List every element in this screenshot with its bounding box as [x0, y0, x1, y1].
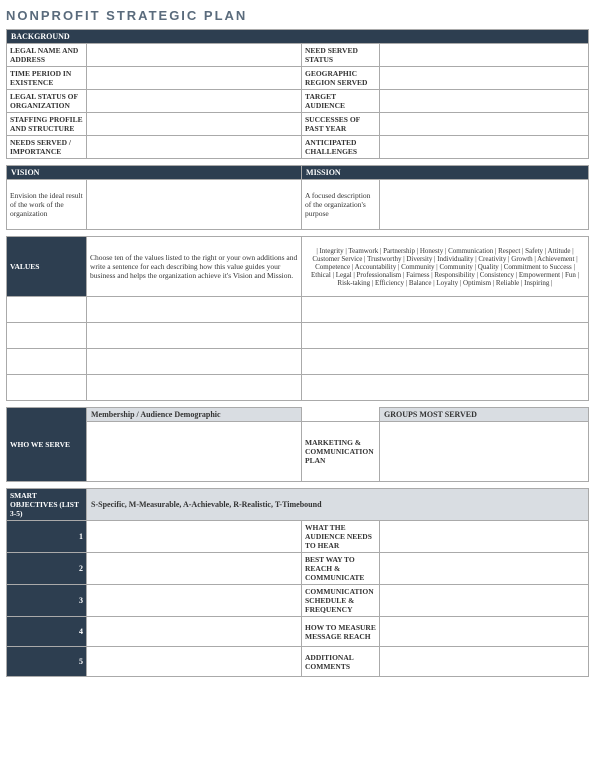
field-comm-measure[interactable] — [380, 617, 589, 647]
vision-desc: Envision the ideal result of the work of… — [7, 180, 87, 230]
field-challenges[interactable] — [380, 136, 589, 159]
mission-header: MISSION — [302, 166, 589, 180]
values-table: VALUES Choose ten of the values listed t… — [6, 236, 589, 401]
smart-desc: S-Specific, M-Measurable, A-Achievable, … — [87, 489, 589, 521]
field-vision[interactable] — [87, 180, 302, 230]
field-successes[interactable] — [380, 113, 589, 136]
value-label-2[interactable] — [7, 323, 87, 349]
obj-num-1: 1 — [7, 521, 87, 553]
label-successes: SUCCESSES OF PAST YEAR — [302, 113, 380, 136]
field-staffing[interactable] — [87, 113, 302, 136]
value-desc-1[interactable] — [87, 297, 302, 323]
value-extra-3[interactable] — [302, 349, 589, 375]
value-desc-4[interactable] — [87, 375, 302, 401]
background-table: BACKGROUND LEGAL NAME AND ADDRESS NEED S… — [6, 29, 589, 159]
label-comm-additional: ADDITIONAL COMMENTS — [302, 647, 380, 677]
smart-header: SMART OBJECTIVES (LIST 3-5) — [7, 489, 87, 521]
field-groups[interactable] — [380, 422, 589, 482]
label-target: TARGET AUDIENCE — [302, 90, 380, 113]
obj-num-2: 2 — [7, 553, 87, 585]
label-needs: NEEDS SERVED / IMPORTANCE — [7, 136, 87, 159]
values-header: VALUES — [7, 237, 87, 297]
values-list: | Integrity | Teamwork | Partnership | H… — [302, 237, 589, 297]
value-extra-2[interactable] — [302, 323, 589, 349]
value-desc-2[interactable] — [87, 323, 302, 349]
field-needs[interactable] — [87, 136, 302, 159]
label-comm-measure: HOW TO MEASURE MESSAGE REACH — [302, 617, 380, 647]
label-staffing: STAFFING PROFILE AND STRUCTURE — [7, 113, 87, 136]
field-comm-what[interactable] — [380, 521, 589, 553]
vision-mission-table: VISION MISSION Envision the ideal result… — [6, 165, 589, 230]
obj-num-3: 3 — [7, 585, 87, 617]
label-comm-what: WHAT THE AUDIENCE NEEDS TO HEAR — [302, 521, 380, 553]
value-extra-1[interactable] — [302, 297, 589, 323]
label-comm-best: BEST WAY TO REACH & COMMUNICATE — [302, 553, 380, 585]
label-mkt-plan: MARKETING & COMMUNICATION PLAN — [302, 422, 380, 482]
field-obj-4[interactable] — [87, 617, 302, 647]
value-label-1[interactable] — [7, 297, 87, 323]
obj-num-4: 4 — [7, 617, 87, 647]
label-comm-sched: COMMUNICATION SCHEDULE & FREQUENCY — [302, 585, 380, 617]
field-geo[interactable] — [380, 67, 589, 90]
field-obj-3[interactable] — [87, 585, 302, 617]
label-challenges: ANTICIPATED CHALLENGES — [302, 136, 380, 159]
field-obj-2[interactable] — [87, 553, 302, 585]
field-need-status[interactable] — [380, 44, 589, 67]
field-time-period[interactable] — [87, 67, 302, 90]
value-desc-3[interactable] — [87, 349, 302, 375]
field-legal-name[interactable] — [87, 44, 302, 67]
groups-header: GROUPS MOST SERVED — [380, 408, 589, 422]
field-target[interactable] — [380, 90, 589, 113]
field-mission[interactable] — [380, 180, 589, 230]
field-membership[interactable] — [87, 422, 302, 482]
page-title: NONPROFIT STRATEGIC PLAN — [6, 6, 589, 29]
values-desc: Choose ten of the values listed to the r… — [87, 237, 302, 297]
field-obj-1[interactable] — [87, 521, 302, 553]
membership-header: Membership / Audience Demographic — [87, 408, 302, 422]
background-header: BACKGROUND — [7, 30, 589, 44]
who-header: WHO WE SERVE — [7, 408, 87, 482]
spacer — [302, 408, 380, 422]
field-obj-5[interactable] — [87, 647, 302, 677]
value-label-3[interactable] — [7, 349, 87, 375]
field-comm-best[interactable] — [380, 553, 589, 585]
label-time-period: TIME PERIOD IN EXISTENCE — [7, 67, 87, 90]
vision-header: VISION — [7, 166, 302, 180]
label-geo: GEOGRAPHIC REGION SERVED — [302, 67, 380, 90]
label-legal-name: LEGAL NAME AND ADDRESS — [7, 44, 87, 67]
smart-objectives-table: SMART OBJECTIVES (LIST 3-5) S-Specific, … — [6, 488, 589, 677]
label-need-status: NEED SERVED STATUS — [302, 44, 380, 67]
field-comm-sched[interactable] — [380, 585, 589, 617]
mission-desc: A focused description of the organizatio… — [302, 180, 380, 230]
field-legal-status[interactable] — [87, 90, 302, 113]
label-legal-status: LEGAL STATUS OF ORGANIZATION — [7, 90, 87, 113]
who-we-serve-table: WHO WE SERVE Membership / Audience Demog… — [6, 407, 589, 482]
obj-num-5: 5 — [7, 647, 87, 677]
value-label-4[interactable] — [7, 375, 87, 401]
field-comm-additional[interactable] — [380, 647, 589, 677]
value-extra-4[interactable] — [302, 375, 589, 401]
